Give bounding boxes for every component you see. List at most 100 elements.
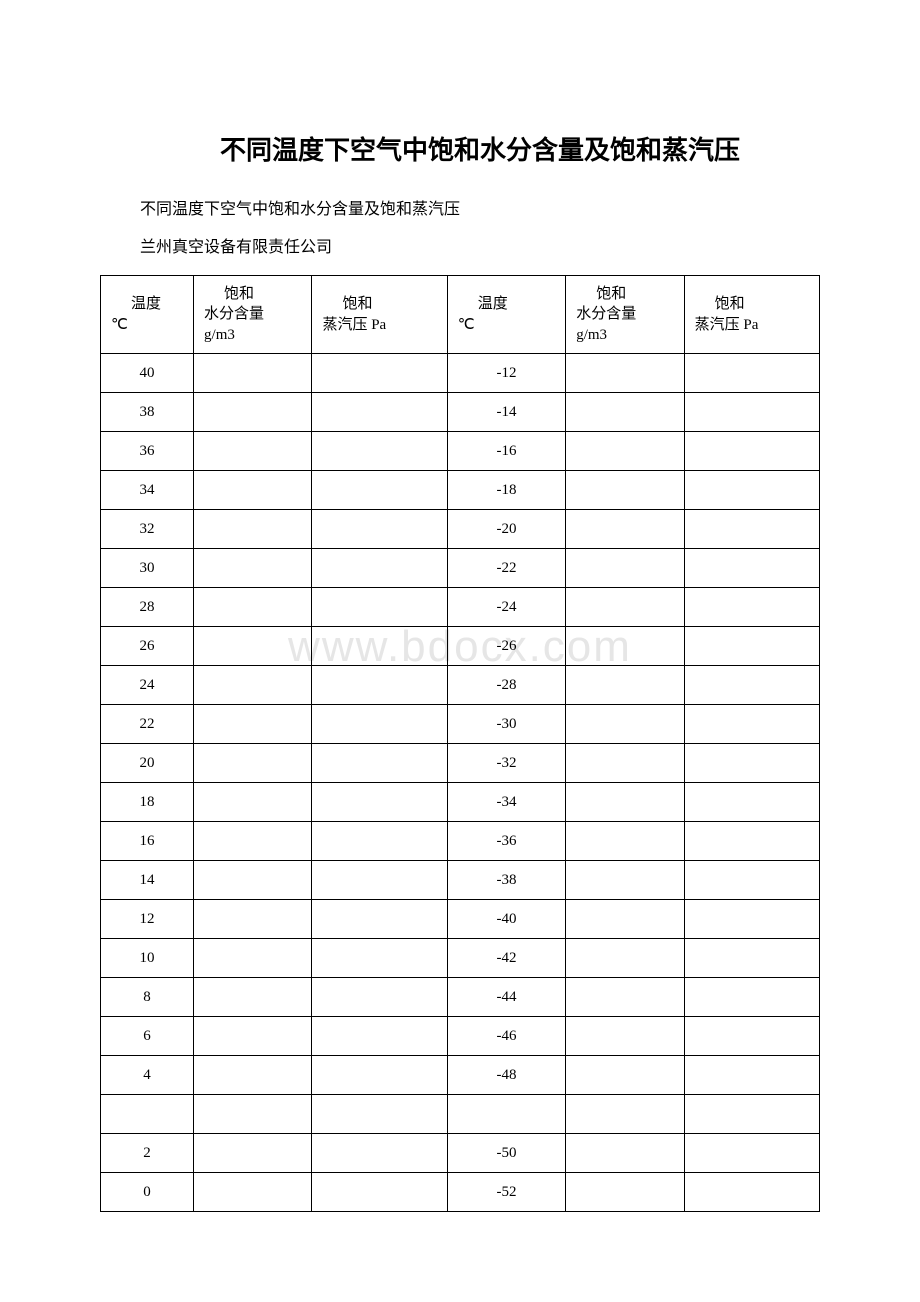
table-cell [684, 549, 819, 588]
table-cell [566, 1017, 684, 1056]
table-row: 30 -22 [101, 549, 820, 588]
table-cell [194, 1134, 312, 1173]
table-cell [684, 1017, 819, 1056]
table-cell [312, 627, 447, 666]
table-cell [194, 939, 312, 978]
table-cell [194, 549, 312, 588]
table-cell: 26 [101, 627, 194, 666]
table-cell [684, 666, 819, 705]
table-cell [194, 471, 312, 510]
table-row: 18 -34 [101, 783, 820, 822]
table-cell [194, 510, 312, 549]
company-text: 兰州真空设备有限责任公司 [100, 233, 820, 257]
table-body: 40-1238-1436-1634 -1832-2030 -22 28 -24 26 -26… [101, 354, 820, 1212]
table-cell [312, 549, 447, 588]
table-cell: -18 [447, 471, 565, 510]
table-row: 8-44 [101, 978, 820, 1017]
table-cell [566, 588, 684, 627]
table-row: 6-46 [101, 1017, 820, 1056]
table-cell [312, 978, 447, 1017]
table-cell [566, 900, 684, 939]
table-cell [684, 510, 819, 549]
table-header-row: 温度 ℃ 饱和 水分含量 g/m3 饱和 蒸汽压 Pa [101, 276, 820, 354]
table-cell [684, 354, 819, 393]
table-cell [312, 1095, 447, 1134]
table-row: 10-42 [101, 939, 820, 978]
table-cell: 18 [101, 783, 194, 822]
table-cell: 34 [101, 471, 194, 510]
table-cell [566, 978, 684, 1017]
table-cell: -26 [447, 627, 565, 666]
table-cell [566, 549, 684, 588]
table-cell [566, 705, 684, 744]
subtitle-text: 不同温度下空气中饱和水分含量及饱和蒸汽压 [100, 195, 820, 219]
table-cell: 4 [101, 1056, 194, 1095]
table-cell [194, 744, 312, 783]
table-row: 34 -18 [101, 471, 820, 510]
table-cell [684, 432, 819, 471]
table-cell [684, 861, 819, 900]
table-cell [684, 900, 819, 939]
table-cell: -44 [447, 978, 565, 1017]
table-cell [684, 744, 819, 783]
table-cell [684, 705, 819, 744]
table-cell: -34 [447, 783, 565, 822]
table-cell: 22 [101, 705, 194, 744]
table-cell: -32 [447, 744, 565, 783]
table-row: 40-12 [101, 354, 820, 393]
table-cell [566, 939, 684, 978]
table-cell [312, 471, 447, 510]
header-temp-2: 温度 ℃ [447, 276, 565, 354]
header-moisture-2: 饱和 水分含量 g/m3 [566, 276, 684, 354]
table-row: 38-14 [101, 393, 820, 432]
table-cell [312, 939, 447, 978]
table-cell: -22 [447, 549, 565, 588]
table-cell [684, 822, 819, 861]
table-cell [566, 744, 684, 783]
table-cell [312, 744, 447, 783]
table-cell [194, 978, 312, 1017]
table-cell: -12 [447, 354, 565, 393]
table-cell [194, 783, 312, 822]
table-cell [312, 393, 447, 432]
table-row: 28 -24 [101, 588, 820, 627]
table-cell: 6 [101, 1017, 194, 1056]
table-cell [566, 627, 684, 666]
table-row: 22 -30 [101, 705, 820, 744]
table-cell: 20 [101, 744, 194, 783]
table-row: 0-52 [101, 1173, 820, 1212]
table-cell [194, 588, 312, 627]
table-cell [566, 861, 684, 900]
table-cell [312, 588, 447, 627]
table-cell: -24 [447, 588, 565, 627]
table-row: 4-48 [101, 1056, 820, 1095]
table-cell: 28 [101, 588, 194, 627]
table-row: 12-40 [101, 900, 820, 939]
table-cell [194, 354, 312, 393]
table-cell [312, 1017, 447, 1056]
table-cell: -30 [447, 705, 565, 744]
table-cell [684, 393, 819, 432]
table-row: 14-38 [101, 861, 820, 900]
table-cell [194, 861, 312, 900]
table-cell [566, 666, 684, 705]
table-cell: -14 [447, 393, 565, 432]
table-cell [566, 432, 684, 471]
table-row: 24-28 [101, 666, 820, 705]
table-cell: -42 [447, 939, 565, 978]
table-cell: 24 [101, 666, 194, 705]
table-cell [194, 393, 312, 432]
table-cell [684, 939, 819, 978]
table-cell [312, 1173, 447, 1212]
table-cell [194, 705, 312, 744]
table-row: 32-20 [101, 510, 820, 549]
table-cell: -38 [447, 861, 565, 900]
table-cell [312, 861, 447, 900]
table-row: 36-16 [101, 432, 820, 471]
table-cell [312, 432, 447, 471]
table-cell [684, 978, 819, 1017]
table-cell: 30 [101, 549, 194, 588]
table-cell [566, 354, 684, 393]
table-row: 20 -32 [101, 744, 820, 783]
table-cell [566, 783, 684, 822]
